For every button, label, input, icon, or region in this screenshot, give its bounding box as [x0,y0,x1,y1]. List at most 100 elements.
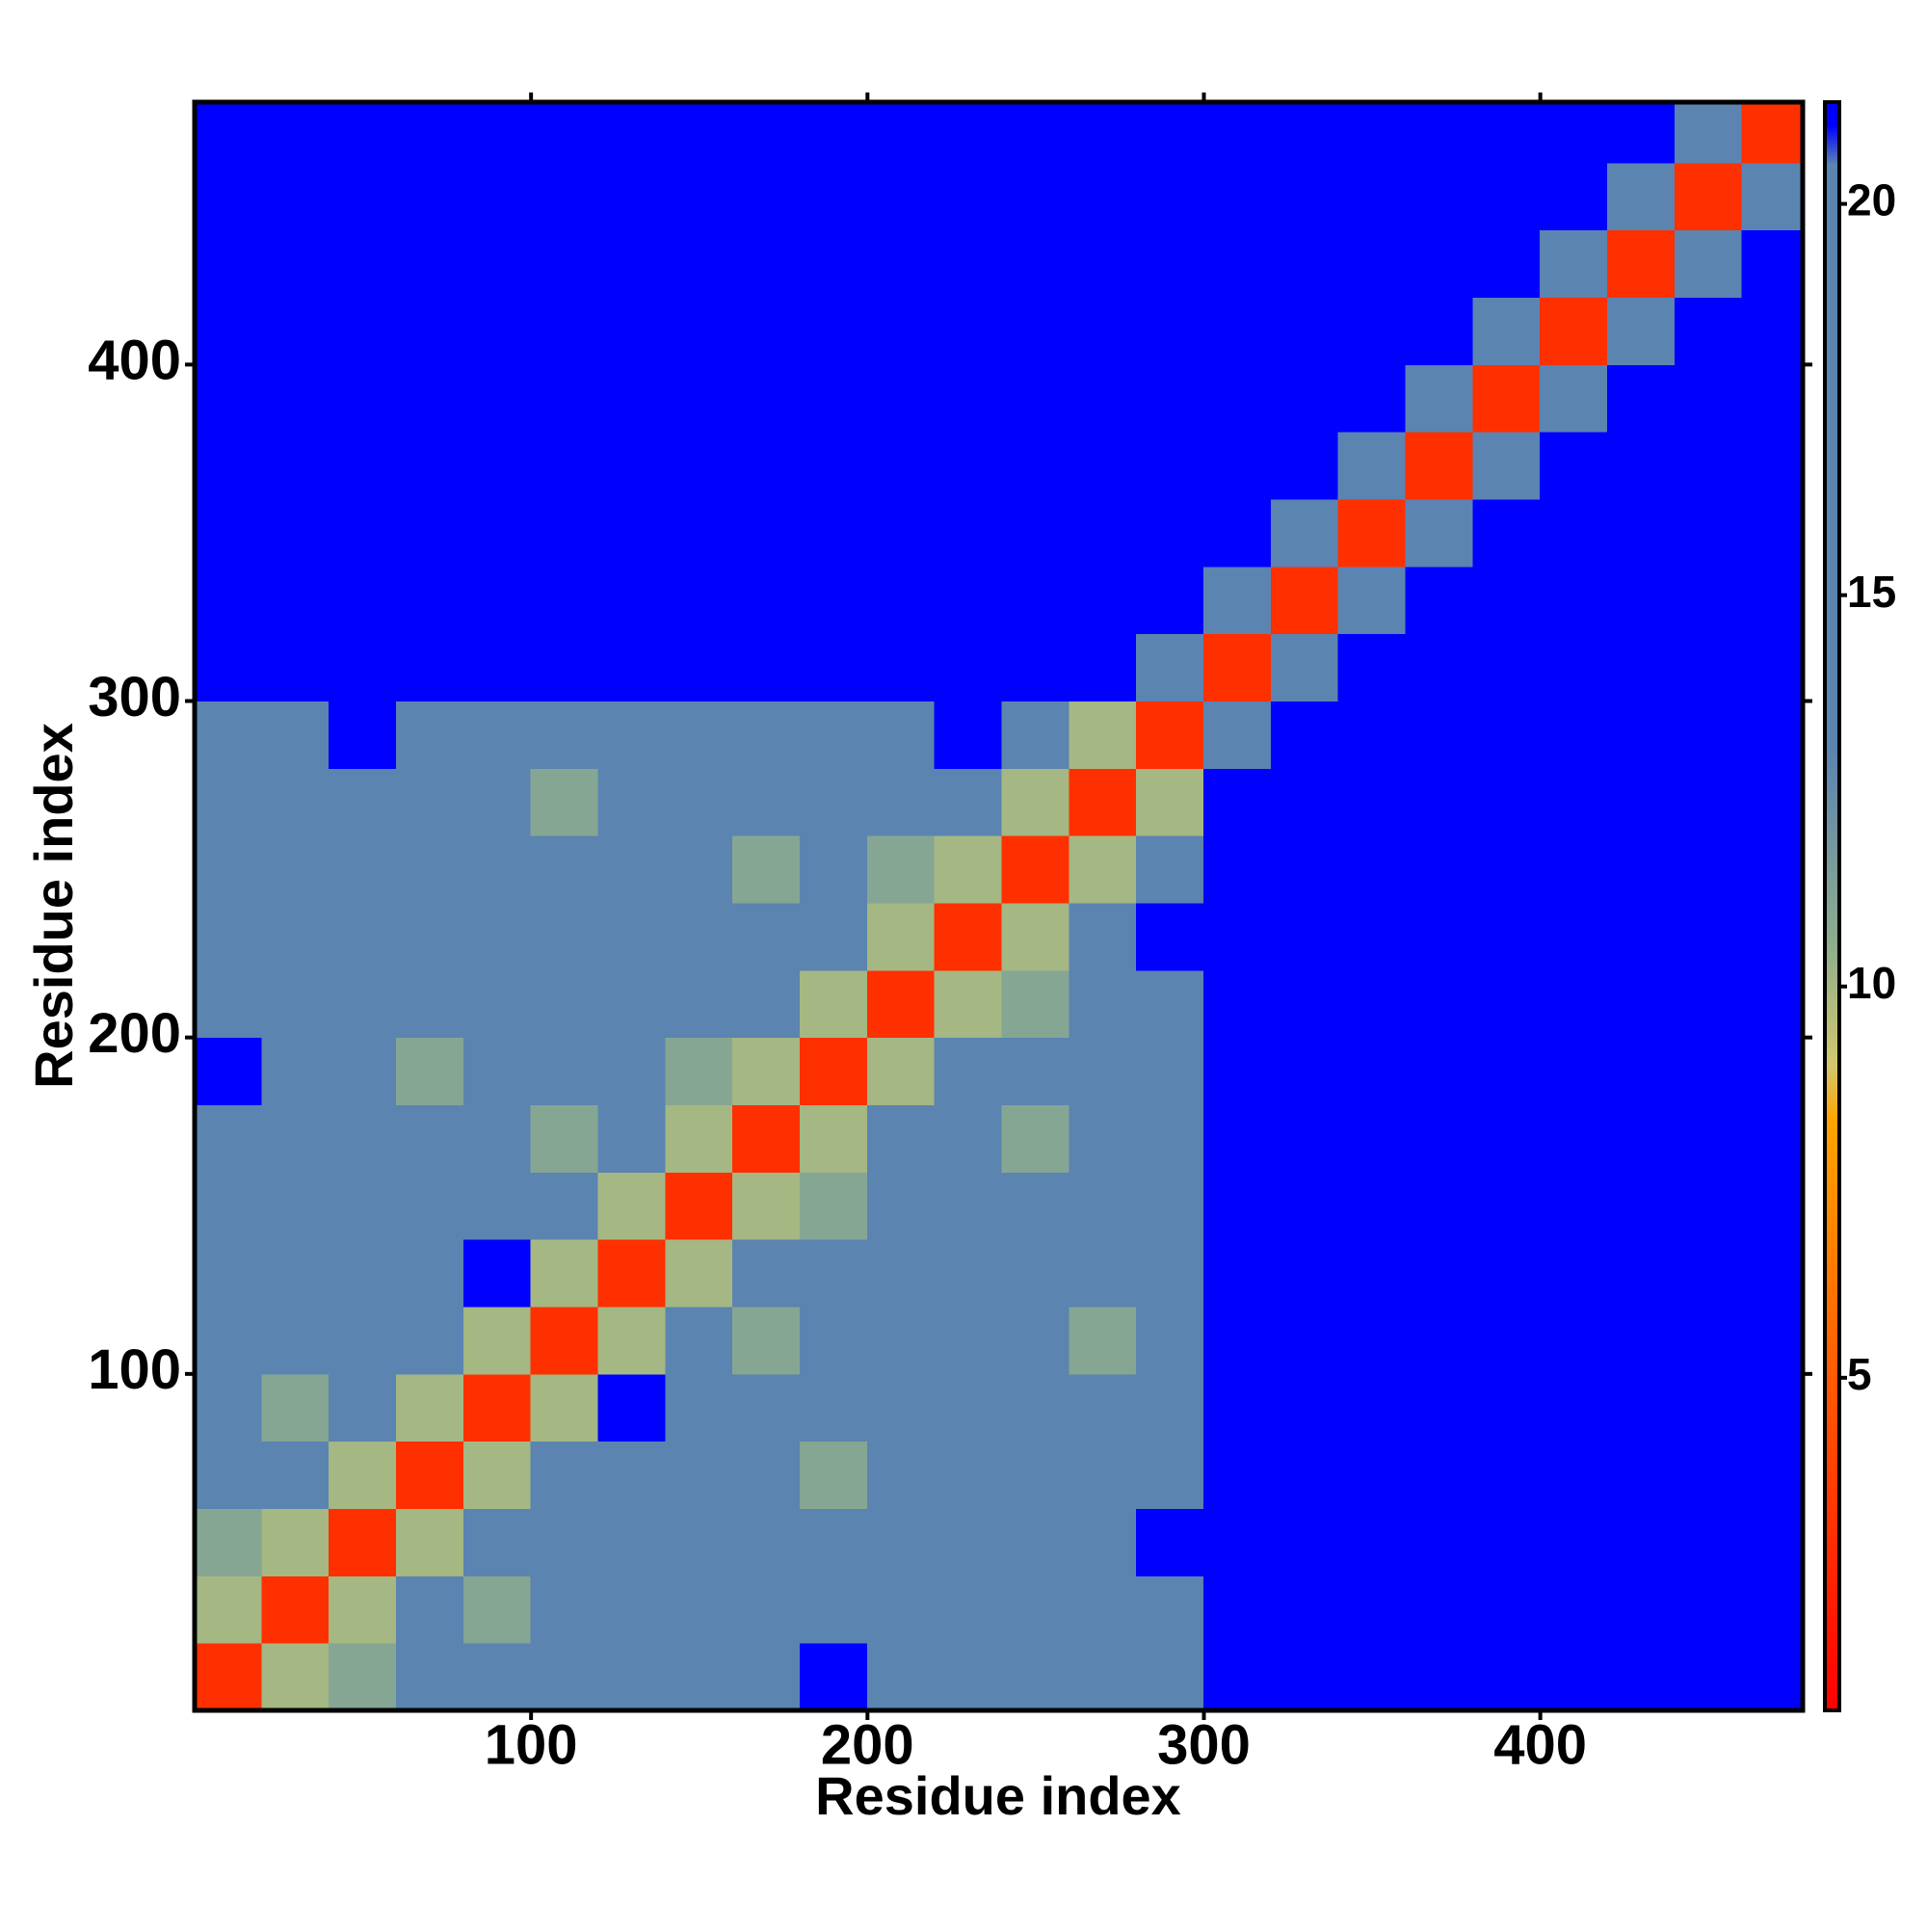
heatmap-cell [799,1306,868,1375]
heatmap-cell [1136,431,1204,500]
heatmap-cell [665,1306,734,1375]
heatmap-cell [1741,162,1803,231]
heatmap-cell [1069,102,1138,164]
heatmap-cell [1270,566,1339,635]
heatmap-cell [261,1508,330,1576]
heatmap-cell [1472,1171,1542,1240]
heatmap-cell [866,1441,936,1510]
heatmap-cell [1674,633,1743,702]
heatmap-cell [462,1104,532,1173]
heatmap-cell [329,767,397,836]
heatmap-cell [732,633,801,702]
heatmap-cell [934,1508,1003,1576]
heatmap-cell [1337,1441,1407,1510]
heatmap-cell [1270,1575,1339,1644]
heatmap-cell [665,1441,734,1510]
heatmap-cell [799,1441,868,1510]
heatmap-cell [934,229,1003,299]
heatmap-cell [1202,229,1272,299]
heatmap-cell [799,1104,868,1173]
heatmap-cell [1270,229,1339,299]
heatmap-cell [1741,1037,1803,1106]
heatmap-cell [1270,297,1339,365]
heatmap-cell [329,1642,397,1710]
heatmap-cell [799,834,868,904]
heatmap-cell [866,1508,936,1576]
heatmap-cell [597,633,667,702]
heatmap-cell [597,1238,667,1308]
heatmap-cell [1472,229,1542,299]
heatmap-cell [395,969,464,1039]
heatmap-cell [530,431,599,500]
heatmap-cell [934,1104,1003,1173]
heatmap-cell [261,1642,330,1710]
heatmap-cell [732,1575,801,1644]
heatmap-cell [1606,834,1676,904]
heatmap-cell [462,633,532,702]
heatmap-cell [1674,1441,1743,1510]
heatmap-cell [329,834,397,904]
heatmap-cell [1606,1171,1676,1240]
heatmap-cell [799,1037,868,1106]
heatmap-cell [530,1508,599,1576]
heatmap-cell [866,1171,936,1240]
heatmap-cell [732,834,801,904]
heatmap-cell [1270,498,1339,568]
heatmap-cell [934,1037,1003,1106]
heatmap-cell [934,1441,1003,1510]
heatmap-cell [1069,297,1138,365]
heatmap-cell [1270,834,1339,904]
heatmap-cell [1069,1575,1138,1644]
heatmap-cell [1069,431,1138,500]
heatmap-cell [1405,633,1474,702]
heatmap-cell [1069,498,1138,568]
heatmap-cell [1674,1508,1743,1576]
heatmap-cell [329,1171,397,1240]
heatmap-cell [329,701,397,769]
heatmap-cell [1270,1508,1339,1576]
heatmap-cell [597,566,667,635]
heatmap-cell [530,162,599,231]
heatmap-cell [799,1238,868,1308]
heatmap-cell [195,834,263,904]
heatmap-cell [462,1306,532,1375]
heatmap-cell [866,363,936,433]
heatmap-cell [732,1238,801,1308]
heatmap-cell [1606,431,1676,500]
heatmap-cell [1472,363,1542,433]
heatmap-cell [1069,1171,1138,1240]
heatmap-cell [866,834,936,904]
heatmap-cell [1001,1171,1070,1240]
heatmap-cell [665,969,734,1039]
heatmap-cell [462,102,532,164]
heatmap-cell [1674,1104,1743,1173]
heatmap-cell [1270,1441,1339,1510]
heatmap-cell [1606,1306,1676,1375]
heatmap-cell [866,902,936,971]
heatmap-cell [1606,1642,1676,1710]
heatmap-cell [1405,1037,1474,1106]
heatmap-cell [1674,102,1743,164]
heatmap-cell [597,1373,667,1442]
heatmap-cell [1472,1508,1542,1576]
heatmap-cell [799,902,868,971]
heatmap-cell [1270,1037,1339,1106]
heatmap-cell [1136,297,1204,365]
y-axis-title: Residue index [23,723,84,1089]
heatmap-cell [1202,1373,1272,1442]
heatmap-cell [1741,1508,1803,1576]
heatmap-cell [1337,229,1407,299]
heatmap-cell [799,701,868,769]
heatmap-cell [1069,834,1138,904]
heatmap-cell [195,1238,263,1308]
heatmap-cell [934,566,1003,635]
heatmap-cell [530,566,599,635]
heatmap-cell [1001,1441,1070,1510]
heatmap-cell [1674,701,1743,769]
heatmap-cell [261,297,330,365]
heatmap-cell [1136,566,1204,635]
heatmap-cell [1472,297,1542,365]
heatmap-cell [530,297,599,365]
heatmap-cell [395,498,464,568]
heatmap-cell [462,297,532,365]
